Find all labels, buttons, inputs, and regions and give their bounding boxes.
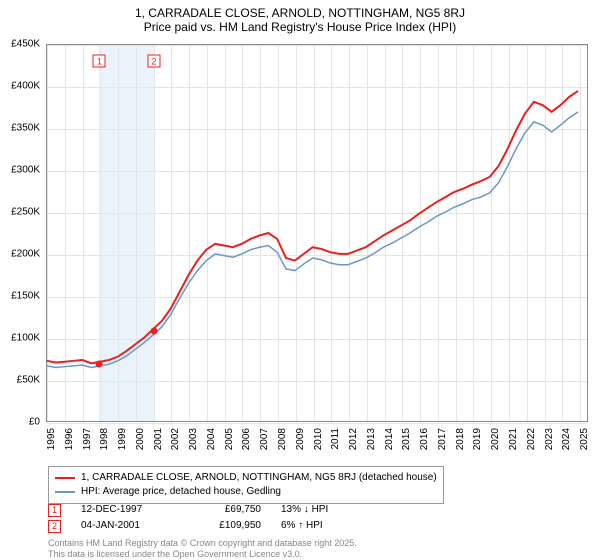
x-axis-labels: 1995199619971998199920002001200220032004… <box>46 424 588 464</box>
legend-label-hpi: HPI: Average price, detached house, Gedl… <box>81 485 281 499</box>
sale-row: 2 04-JAN-2001 £109,950 6% ↑ HPI <box>48 518 371 534</box>
sale-diff: 13% ↓ HPI <box>281 502 371 518</box>
legend-label-property: 1, CARRADALE CLOSE, ARNOLD, NOTTINGHAM, … <box>81 471 437 485</box>
sale-row: 1 12-DEC-1997 £69,750 13% ↓ HPI <box>48 502 371 518</box>
sale-date: 12-DEC-1997 <box>81 502 171 518</box>
sale-price: £69,750 <box>191 502 261 518</box>
chart-container: 1, CARRADALE CLOSE, ARNOLD, NOTTINGHAM, … <box>0 0 600 560</box>
attribution-line1: Contains HM Land Registry data © Crown c… <box>48 538 357 549</box>
sale-price: £109,950 <box>191 518 261 534</box>
legend-swatch-hpi <box>55 491 75 493</box>
legend-item-property: 1, CARRADALE CLOSE, ARNOLD, NOTTINGHAM, … <box>55 471 437 485</box>
title-block: 1, CARRADALE CLOSE, ARNOLD, NOTTINGHAM, … <box>0 0 600 36</box>
sale-marker-icon: 1 <box>48 504 61 517</box>
y-axis-labels: £0£50K£100K£150K£200K£250K£300K£350K£400… <box>0 44 44 422</box>
chart-plot-area: 12 <box>46 44 588 422</box>
legend-item-hpi: HPI: Average price, detached house, Gedl… <box>55 485 437 499</box>
attribution-line2: This data is licensed under the Open Gov… <box>48 549 357 560</box>
sale-date: 04-JAN-2001 <box>81 518 171 534</box>
sale-diff: 6% ↑ HPI <box>281 518 371 534</box>
chart-svg <box>47 45 587 421</box>
attribution: Contains HM Land Registry data © Crown c… <box>48 538 357 560</box>
sale-marker-icon: 2 <box>48 520 61 533</box>
title-subtitle: Price paid vs. HM Land Registry's House … <box>0 20 600 34</box>
legend-swatch-property <box>55 477 75 479</box>
title-address: 1, CARRADALE CLOSE, ARNOLD, NOTTINGHAM, … <box>0 6 600 20</box>
legend: 1, CARRADALE CLOSE, ARNOLD, NOTTINGHAM, … <box>48 466 444 504</box>
sale-events: 1 12-DEC-1997 £69,750 13% ↓ HPI 2 04-JAN… <box>48 502 371 534</box>
